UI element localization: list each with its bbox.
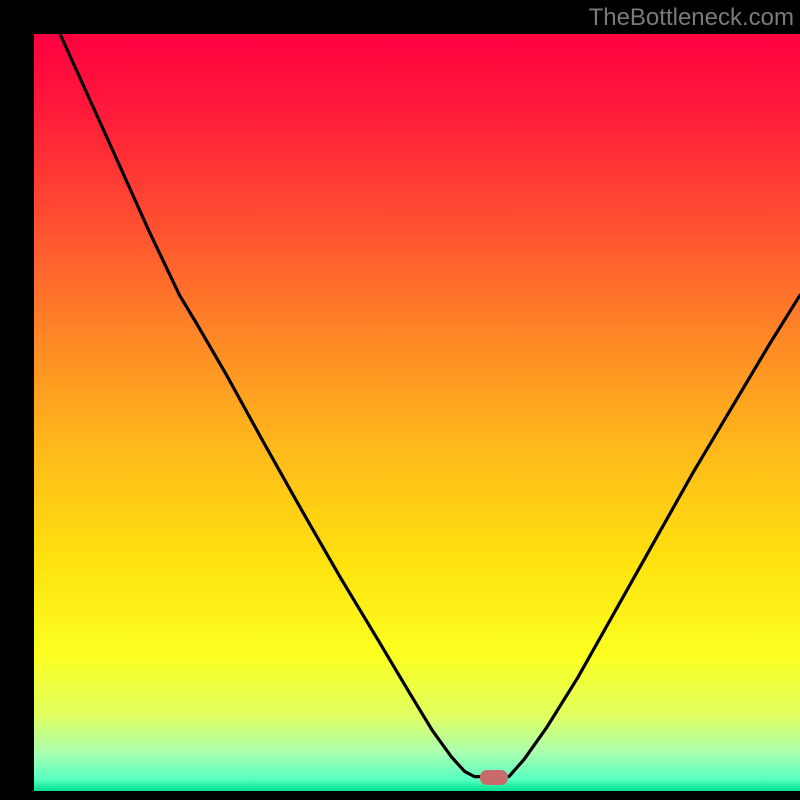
plot-area bbox=[34, 34, 800, 791]
curve-layer bbox=[34, 34, 800, 791]
optimal-marker bbox=[480, 770, 508, 785]
bottleneck-curve bbox=[60, 34, 800, 777]
chart-container: TheBottleneck.com bbox=[0, 0, 800, 800]
watermark-text: TheBottleneck.com bbox=[589, 4, 794, 32]
